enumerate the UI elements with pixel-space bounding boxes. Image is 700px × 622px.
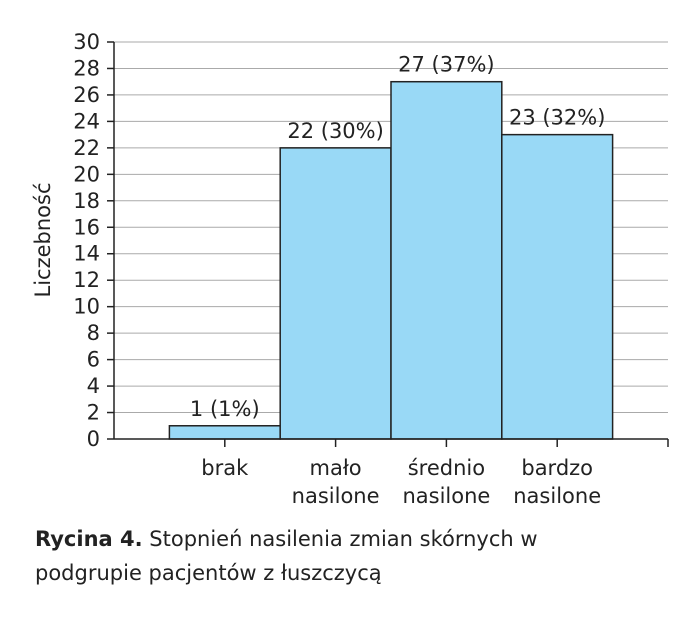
y-tick-label: 16 <box>73 215 100 239</box>
value-label: 27 (37%) <box>398 53 494 77</box>
x-tick-label: brak <box>201 456 249 480</box>
y-tick-label: 4 <box>87 374 100 398</box>
x-tick-label: bardzo nasilone <box>513 456 601 508</box>
y-tick-label: 10 <box>73 295 100 319</box>
value-label: 22 (30%) <box>287 119 383 143</box>
y-tick-label: 20 <box>73 162 100 186</box>
y-tick-label: 6 <box>87 348 100 372</box>
bar <box>168 425 281 440</box>
y-tick-label: 22 <box>73 136 100 160</box>
y-tick-label: 26 <box>73 83 100 107</box>
y-tick-label: 8 <box>87 321 100 345</box>
y-tick-label: 24 <box>73 109 100 133</box>
x-tick-label: mało nasilone <box>292 456 380 508</box>
y-tick-label: 0 <box>87 427 100 451</box>
y-axis-label: Liczebność <box>31 183 55 298</box>
y-tick-label: 18 <box>73 189 100 213</box>
y-tick-label: 12 <box>73 268 100 292</box>
caption-text: Stopnień nasilenia zmian skórnych w podg… <box>35 527 538 585</box>
x-tick-label: średnio nasilone <box>402 456 490 508</box>
caption-label: Rycina 4. <box>35 527 143 551</box>
bar <box>279 147 392 440</box>
value-label: 1 (1%) <box>190 397 260 421</box>
y-tick-label: 30 <box>73 30 100 54</box>
bar <box>390 80 503 440</box>
bar <box>501 133 614 440</box>
value-label: 23 (32%) <box>509 106 605 130</box>
chart: Liczebność 0246810121416182022242628301 … <box>31 30 669 508</box>
caption: Rycina 4. Stopnień nasilenia zmian skórn… <box>35 522 575 590</box>
y-tick-label: 14 <box>73 242 100 266</box>
y-tick-label: 28 <box>73 56 100 80</box>
y-tick-label: 2 <box>87 401 100 425</box>
